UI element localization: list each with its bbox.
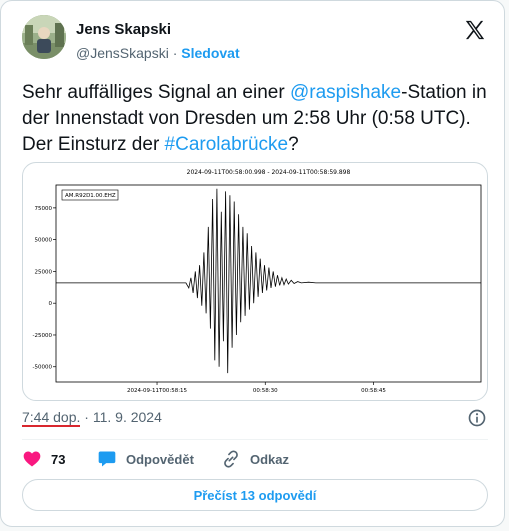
- mention-link[interactable]: @raspishake: [289, 82, 402, 103]
- handle-separator: ·: [172, 45, 178, 61]
- plot-frame: [55, 184, 482, 383]
- speech-bubble-icon: [98, 451, 116, 467]
- y-tick-label: 75000: [35, 206, 53, 212]
- x-tick-label: 2024-09-11T00:58:15: [127, 388, 188, 394]
- tweet-text-part-2: -Station in der Innenstadt von Dresden u…: [22, 82, 487, 155]
- info-icon[interactable]: [467, 408, 487, 428]
- copy-link-button[interactable]: Odkaz: [221, 449, 289, 469]
- avatar[interactable]: [22, 15, 66, 59]
- hashtag-link[interactable]: #Carolabrücke: [164, 134, 289, 155]
- y-tick-label: -50000: [33, 365, 53, 371]
- station-legend-label: AM.R92D1.00.EHZ: [65, 193, 116, 199]
- x-tick-label: 00:58:45: [361, 388, 386, 394]
- user-handle[interactable]: @JensSkapski: [76, 45, 169, 61]
- x-logo-icon[interactable]: [464, 19, 486, 41]
- tweet-text-part-3: ?: [288, 134, 299, 155]
- tweet-meta: 7:44 dop. · 11. 9. 2024: [22, 409, 162, 427]
- station-legend-box: [61, 189, 119, 201]
- user-handle-row: @JensSkapski · Sledovat: [76, 45, 240, 61]
- chart-title: 2024-09-11T00:58:00.998 - 2024-09-11T00:…: [187, 169, 351, 176]
- y-tick-label: 0: [49, 301, 53, 307]
- tweet-time[interactable]: 7:44 dop.: [22, 409, 81, 427]
- seismogram-trace: [56, 188, 481, 374]
- reply-button[interactable]: Odpovědět: [97, 449, 194, 469]
- seismogram-chart: 2024-09-11T00:58:00.998 - 2024-09-11T00:…: [33, 169, 482, 394]
- x-tick-label: 00:58:30: [253, 388, 278, 394]
- tweet-date[interactable]: 11. 9. 2024: [92, 409, 162, 425]
- reply-label: Odpovědět: [126, 451, 194, 467]
- like-button[interactable]: 73: [22, 449, 65, 469]
- avatar-photo: [22, 15, 66, 59]
- tweet-text-part-1: Sehr auffälliges Signal an einer: [22, 82, 290, 103]
- like-count: 73: [51, 451, 66, 467]
- y-tick-label: -25000: [33, 333, 53, 339]
- user-name[interactable]: Jens Skapski: [76, 21, 172, 38]
- heart-icon: [23, 451, 41, 467]
- tweet-text: Sehr auffälliges Signal an einer @raspis…: [22, 80, 492, 158]
- read-replies-button[interactable]: Přečíst 13 odpovědí: [22, 479, 488, 511]
- y-tick-label: 25000: [35, 269, 53, 275]
- follow-button[interactable]: Sledovat: [181, 45, 240, 61]
- y-tick-label: 50000: [35, 238, 53, 244]
- copy-link-label: Odkaz: [250, 451, 290, 467]
- divider: [22, 439, 488, 440]
- meta-separator: ·: [84, 409, 89, 425]
- seismogram-image[interactable]: 2024-09-11T00:58:00.998 - 2024-09-11T00:…: [22, 162, 488, 401]
- chain-link-icon: [224, 450, 238, 468]
